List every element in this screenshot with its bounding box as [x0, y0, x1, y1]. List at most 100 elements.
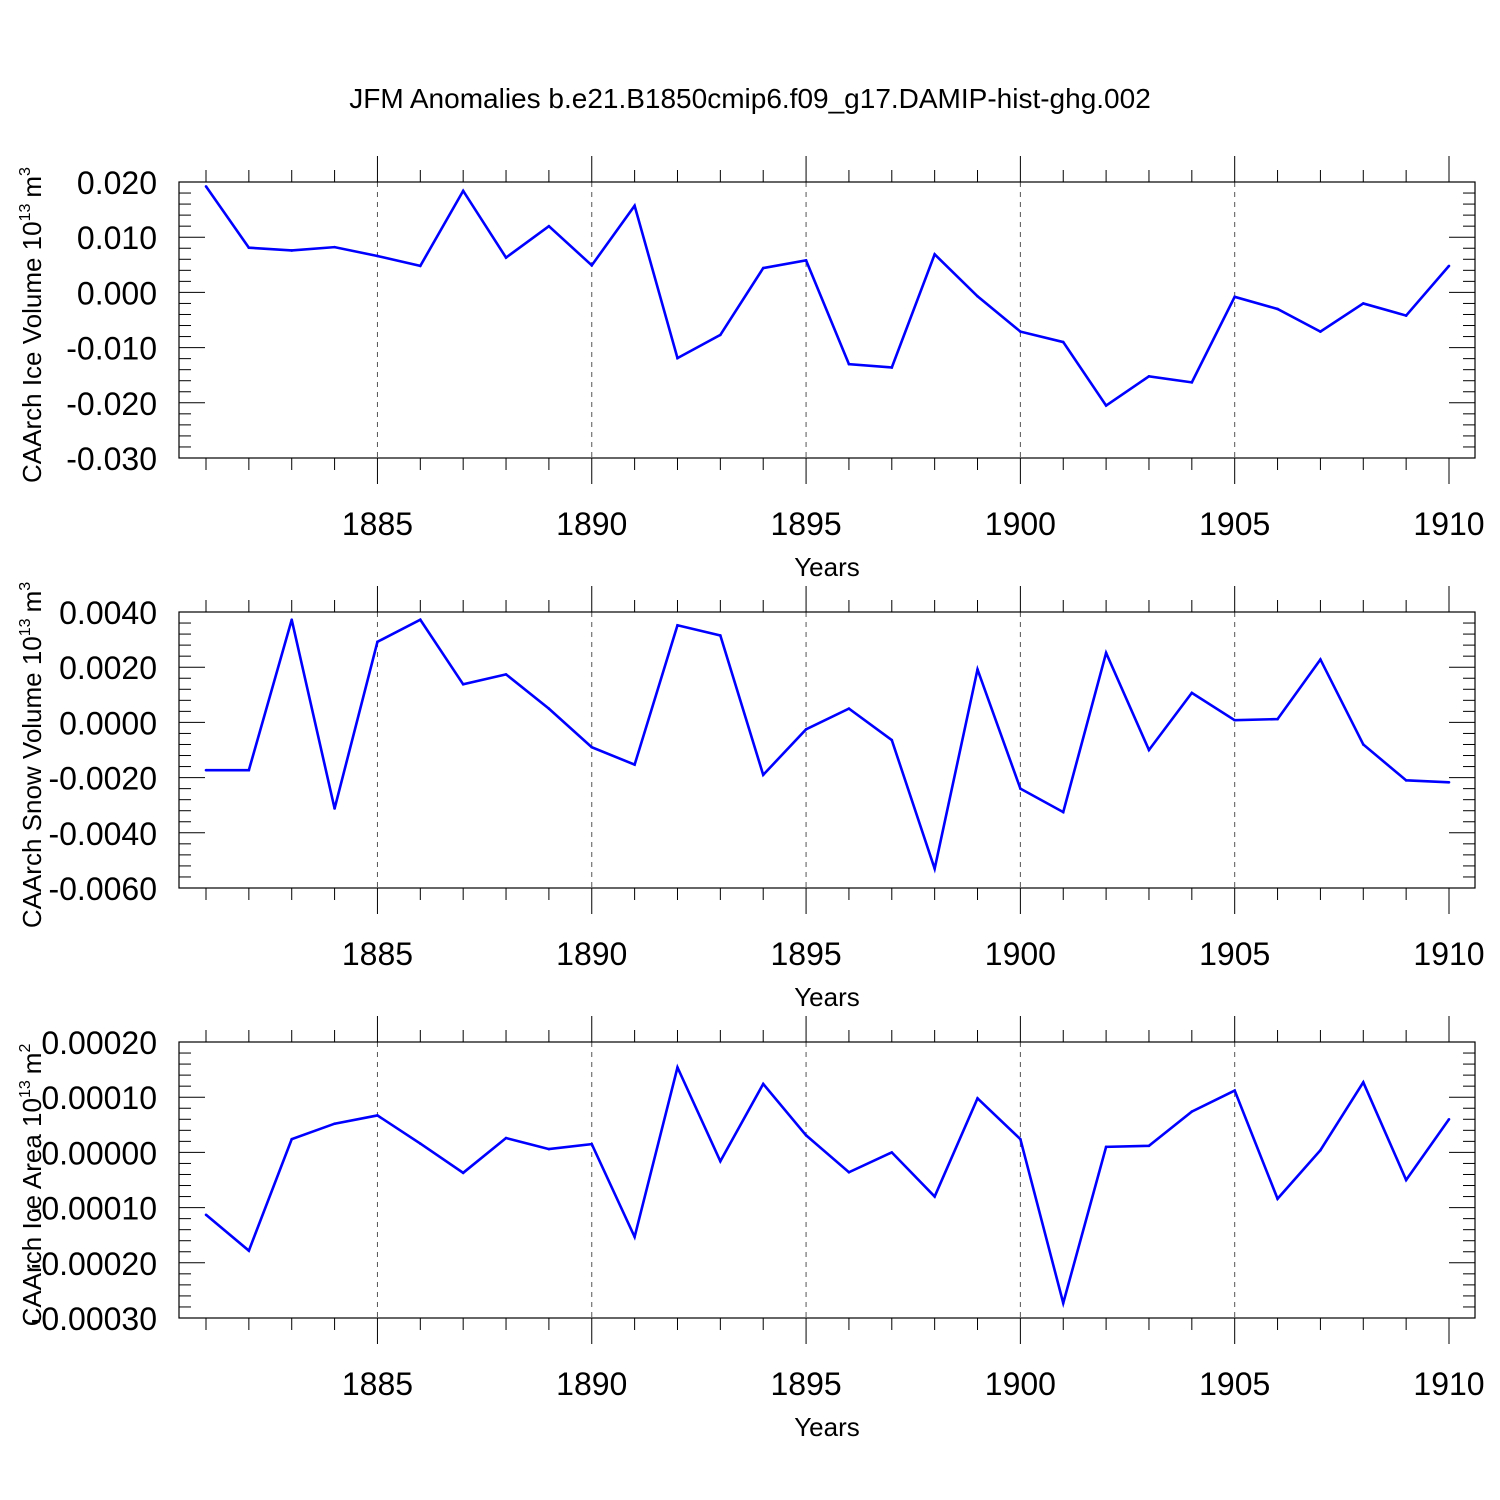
data-point	[1147, 1144, 1151, 1148]
data-point	[333, 807, 336, 810]
data-point	[676, 623, 679, 627]
x-tick-label: 1890	[556, 1366, 627, 1402]
data-point	[676, 1066, 679, 1069]
y-tick-label: 0.0000	[59, 705, 157, 741]
data-point	[933, 867, 936, 870]
data-point	[1233, 1089, 1236, 1092]
data-point	[504, 256, 508, 259]
data-point	[376, 254, 379, 258]
data-point	[1019, 1137, 1022, 1141]
data-point	[1276, 1197, 1279, 1201]
y-tick-label: 0.0040	[59, 595, 157, 631]
data-point	[290, 618, 294, 622]
data-point	[1447, 1117, 1451, 1121]
data-point	[1361, 1081, 1365, 1084]
x-axis-label: Years	[794, 1412, 860, 1442]
y-axis-label-unit: m	[17, 176, 47, 198]
data-point	[333, 1122, 336, 1125]
y-axis-label-unit: m	[17, 1053, 47, 1075]
data-point	[719, 634, 722, 637]
y-tick-label: -0.00020	[31, 1246, 157, 1282]
y-axis-label: CAArch Ice Volume 1013 m3	[17, 167, 47, 483]
x-axis-label: Years	[794, 982, 860, 1012]
data-point	[1447, 264, 1451, 268]
y-tick-label: 0.0020	[59, 650, 157, 686]
data-point	[847, 707, 851, 710]
data-point	[1147, 748, 1151, 752]
x-tick-label: 1910	[1413, 936, 1484, 972]
data-point	[1319, 1148, 1322, 1152]
y-axis-label-unit-exponent: 3	[17, 167, 34, 176]
data-point	[590, 1142, 594, 1146]
data-point	[590, 745, 594, 749]
data-point	[1233, 295, 1236, 299]
data-point	[1404, 1178, 1408, 1182]
data-point	[504, 673, 508, 676]
y-tick-label: 0.00020	[41, 1025, 157, 1061]
data-point	[419, 1142, 422, 1145]
y-tick-label: -0.030	[66, 441, 157, 477]
x-tick-label: 1910	[1413, 506, 1484, 542]
data-point	[504, 1136, 508, 1140]
data-point	[247, 1249, 251, 1252]
series-line	[206, 618, 1450, 874]
data-point	[1061, 810, 1065, 814]
x-tick-label: 1910	[1413, 1366, 1484, 1402]
data-point	[1190, 1110, 1194, 1113]
y-tick-label: 0.00000	[41, 1135, 157, 1171]
data-point	[1361, 743, 1365, 746]
data-point	[1147, 375, 1151, 378]
y-axis-label-text: CAArch Snow Volume 10	[17, 636, 47, 928]
data-point	[1104, 404, 1108, 407]
data-point	[1190, 381, 1194, 384]
data-point	[804, 728, 808, 731]
data-point	[590, 264, 594, 267]
data-point	[419, 264, 422, 268]
data-point	[1104, 1145, 1108, 1149]
data-point	[890, 738, 894, 742]
data-point	[1276, 307, 1279, 311]
data-point	[247, 246, 251, 249]
data-point	[1319, 330, 1322, 333]
x-tick-label: 1905	[1199, 506, 1270, 542]
y-tick-label: -0.0040	[48, 816, 157, 852]
data-point	[1061, 340, 1065, 344]
x-tick-label: 1885	[342, 1366, 413, 1402]
data-point	[633, 204, 636, 208]
y-tick-label: 0.00010	[41, 1080, 157, 1116]
chart-panels: 1885 1890 1895 1900 1905 1910 Years 0.020 0.010 0…	[17, 156, 1485, 1442]
x-tick-label: 1905	[1199, 936, 1270, 972]
data-point	[461, 1171, 465, 1175]
data-point	[976, 1097, 979, 1100]
y-tick-label: -0.0060	[48, 871, 157, 907]
plot-frame	[178, 1041, 1476, 1319]
x-tick-label: 1895	[770, 1366, 841, 1402]
y-axis-label-unit-exponent: 3	[17, 582, 34, 591]
data-point	[1061, 1301, 1065, 1305]
chart-panel-3: 1885 1890 1895 1900 1905 1910 Years 0.00020 0.00…	[17, 1016, 1485, 1442]
y-tick-label: 0.010	[77, 220, 157, 256]
data-point	[461, 683, 465, 686]
data-point	[633, 763, 636, 766]
y-axis-label-unit-exponent: 2	[17, 1044, 34, 1053]
y-tick-label: -0.0020	[48, 761, 157, 797]
data-point	[933, 1195, 936, 1198]
data-point	[1233, 718, 1236, 722]
data-point	[547, 224, 551, 228]
data-point	[547, 707, 551, 710]
data-point	[1447, 780, 1451, 784]
data-point	[847, 1170, 851, 1174]
data-point	[933, 253, 936, 256]
y-axis-label-unit: m	[17, 591, 47, 613]
data-point	[333, 245, 336, 249]
x-tick-label: 1905	[1199, 1366, 1270, 1402]
data-point	[204, 768, 208, 772]
data-point	[761, 266, 765, 270]
data-point	[1404, 779, 1408, 782]
data-point	[719, 333, 722, 337]
y-axis-label-exponent: 13	[17, 204, 34, 222]
y-tick-label: -0.00010	[31, 1191, 157, 1227]
plot-frame	[178, 611, 1476, 889]
data-point	[1019, 330, 1022, 333]
